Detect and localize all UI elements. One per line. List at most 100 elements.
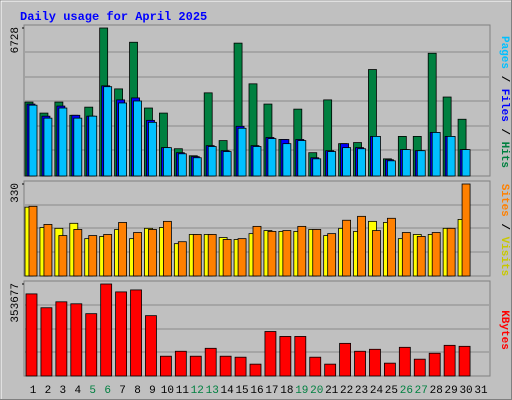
legend: Pages / Files / Hits [498,36,510,168]
bar [312,158,322,177]
bar [118,222,127,277]
legend-entry: Files [498,89,510,122]
x-tick-label: 27 [415,385,428,397]
bar [386,160,396,177]
y-tick-label: 6728 [10,27,22,53]
bar [252,225,262,277]
bar [192,157,202,177]
bar [282,143,292,177]
x-tick-label: 10 [161,385,174,397]
bar [174,350,187,377]
legend-entry: KBytes [498,310,510,350]
y-tick-label: 330 [10,183,22,203]
x-tick-label: 20 [310,385,323,397]
x-tick-label: 4 [74,385,81,397]
x-tick-label: 2 [45,385,52,397]
bar [103,86,113,177]
x-tick-label: 24 [370,385,384,397]
bar [354,350,366,377]
x-tick-label: 8 [134,385,141,397]
bar [70,303,83,377]
bar [372,230,381,277]
bar [222,151,232,177]
bar [282,230,292,277]
bar [267,138,277,177]
bar [327,233,337,277]
bar [148,121,157,177]
x-tick-label: 6 [104,385,111,397]
bar [145,315,157,377]
bar [207,234,217,277]
bar [398,346,411,377]
bar [43,224,53,277]
bar [342,147,352,177]
legend-entry: Pages [498,36,510,69]
bar [416,236,426,277]
bar [294,336,307,377]
x-tick-label: 7 [119,385,126,397]
legend-entry: Hits [498,142,510,168]
bar [324,363,337,377]
x-tick-label: 26 [400,385,413,397]
bar [401,149,411,177]
x-tick-label: 31 [474,385,488,397]
bar [189,355,202,377]
bar [192,234,202,277]
bar [237,238,247,277]
bar [312,229,322,277]
bar [309,356,322,377]
bar [25,293,38,377]
bar [55,301,68,377]
x-tick-label: 17 [265,385,278,397]
legend: Sites / Visits [498,184,510,276]
bar [264,331,277,377]
bar [386,217,396,277]
x-tick-label: 16 [250,385,263,397]
bar [103,234,113,277]
bar [237,127,247,177]
bar [372,136,381,177]
bar [28,205,38,277]
x-tick-label: 18 [280,385,293,397]
bar [279,336,292,377]
legend-separator: / [498,217,510,237]
bar [130,289,142,377]
bar [177,153,187,177]
x-tick-label: 14 [221,385,235,397]
legend-entry: Visits [498,237,510,277]
bar [252,146,262,177]
bar [297,140,307,177]
bar [357,148,366,177]
bar [431,232,441,277]
bar [219,355,232,377]
bar [115,291,127,377]
x-tick-label: 9 [149,385,156,397]
bar [342,219,352,277]
legend-separator: / [498,69,510,89]
bar [401,232,411,277]
x-tick-label: 5 [89,385,96,397]
bar [443,344,456,377]
bar [43,117,53,177]
x-tick-label: 28 [430,385,443,397]
bar [234,356,247,377]
bar [327,151,337,177]
legend-entry: Sites [498,184,510,217]
legend-separator: / [498,122,510,142]
bar [58,107,68,177]
bar [267,230,277,277]
bar [297,225,307,277]
bar [159,355,172,377]
bar [73,117,83,177]
x-tick-label: 3 [60,385,67,397]
x-tick-label: 19 [295,385,308,397]
x-tick-label: 11 [176,385,190,397]
bar [133,100,142,177]
bar [222,239,232,277]
x-tick-label: 29 [445,385,458,397]
bar [446,136,456,177]
x-tick-label: 15 [235,385,248,397]
bar [204,347,217,377]
